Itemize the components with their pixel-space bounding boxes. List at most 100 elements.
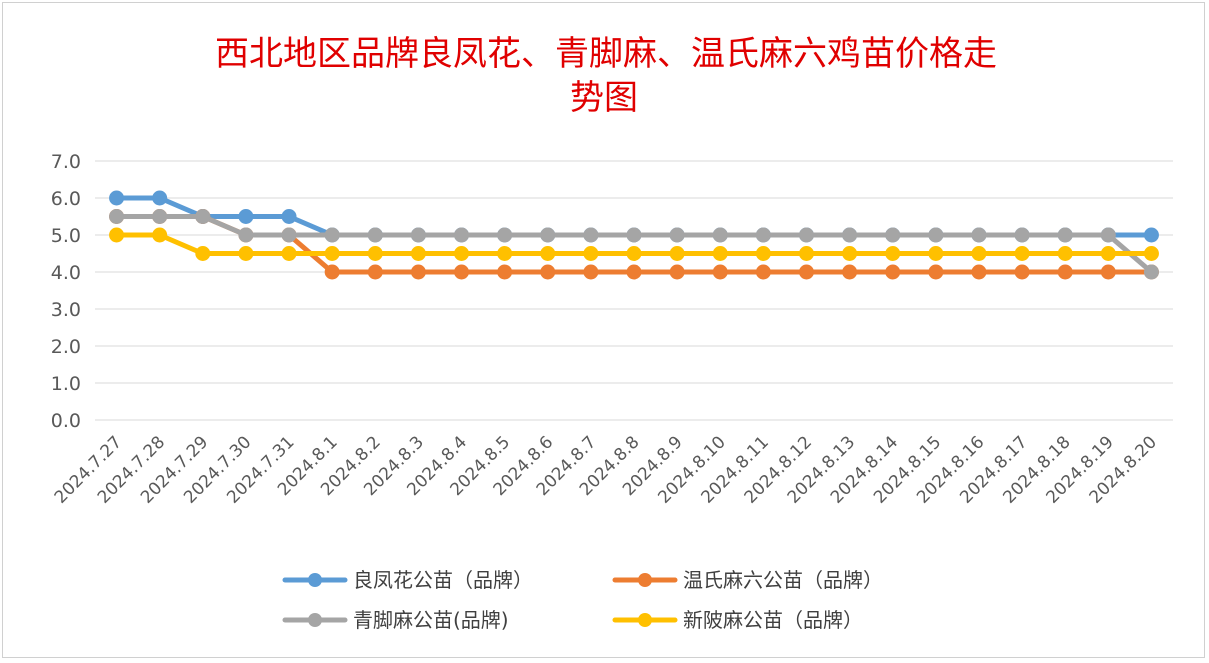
data-point-marker[interactable] <box>583 227 599 243</box>
data-point-marker[interactable] <box>109 190 125 206</box>
y-tick-label: 4.0 <box>51 262 81 284</box>
series-2[interactable] <box>109 209 1159 280</box>
data-point-marker[interactable] <box>669 227 685 243</box>
data-point-marker[interactable] <box>410 264 426 280</box>
data-point-marker[interactable] <box>928 246 944 261</box>
data-point-marker[interactable] <box>367 246 383 261</box>
data-point-marker[interactable] <box>928 264 944 280</box>
data-point-marker[interactable] <box>971 246 987 261</box>
data-point-marker[interactable] <box>842 227 858 243</box>
data-point-marker[interactable] <box>1014 264 1030 280</box>
data-point-marker[interactable] <box>540 264 556 280</box>
data-point-marker[interactable] <box>1100 264 1116 280</box>
data-point-marker[interactable] <box>195 246 211 261</box>
data-point-marker[interactable] <box>281 227 297 243</box>
data-point-marker[interactable] <box>238 227 254 243</box>
legend-label: 温氏麻六公苗（品牌） <box>683 568 883 592</box>
series-1[interactable] <box>109 209 1159 280</box>
data-point-marker[interactable] <box>454 264 470 280</box>
data-point-marker[interactable] <box>1057 227 1073 243</box>
data-point-marker[interactable] <box>152 227 168 243</box>
data-point-marker[interactable] <box>798 264 814 280</box>
data-point-marker[interactable] <box>669 246 685 261</box>
data-point-marker[interactable] <box>583 264 599 280</box>
chart-title-line-2: 势图 <box>570 78 638 118</box>
data-point-marker[interactable] <box>669 264 685 280</box>
legend-item-0[interactable]: 良凤花公苗（品牌） <box>282 568 533 592</box>
data-point-marker[interactable] <box>712 264 728 280</box>
chart-title[interactable]: 西北地区品牌良凤花、青脚麻、温氏麻六鸡苗价格走 势图 <box>215 34 997 118</box>
data-point-marker[interactable] <box>583 246 599 261</box>
data-point-marker[interactable] <box>540 246 556 261</box>
data-point-marker[interactable] <box>626 264 642 280</box>
legend[interactable]: 良凤花公苗（品牌） 温氏麻六公苗（品牌） 青脚麻公苗(品牌) 新陂麻公苗（品牌） <box>282 568 883 632</box>
data-point-marker[interactable] <box>626 246 642 261</box>
data-point-marker[interactable] <box>755 246 771 261</box>
data-point-marker[interactable] <box>497 227 513 243</box>
data-point-marker[interactable] <box>152 209 168 224</box>
data-point-marker[interactable] <box>367 264 383 280</box>
data-point-marker[interactable] <box>971 264 987 280</box>
data-point-marker[interactable] <box>1143 227 1159 243</box>
data-point-marker[interactable] <box>497 264 513 280</box>
legend-swatch-marker <box>308 573 322 587</box>
x-axis-tick-labels: 2024.7.272024.7.282024.7.292024.7.302024… <box>51 432 1161 507</box>
data-point-marker[interactable] <box>281 246 297 261</box>
data-point-marker[interactable] <box>1100 246 1116 261</box>
data-point-marker[interactable] <box>971 227 987 243</box>
data-point-marker[interactable] <box>755 227 771 243</box>
data-point-marker[interactable] <box>842 264 858 280</box>
series-3[interactable] <box>109 227 1159 261</box>
data-point-marker[interactable] <box>152 190 168 206</box>
data-point-marker[interactable] <box>928 227 944 243</box>
y-tick-label: 0.0 <box>51 410 81 432</box>
plot-area-series[interactable] <box>109 190 1159 280</box>
data-point-marker[interactable] <box>1057 264 1073 280</box>
data-point-marker[interactable] <box>281 209 297 224</box>
series-line-1[interactable] <box>114 214 1154 275</box>
data-point-marker[interactable] <box>454 227 470 243</box>
data-point-marker[interactable] <box>712 227 728 243</box>
data-point-marker[interactable] <box>497 246 513 261</box>
data-point-marker[interactable] <box>885 227 901 243</box>
data-point-marker[interactable] <box>410 227 426 243</box>
y-tick-label: 2.0 <box>51 336 81 358</box>
data-point-marker[interactable] <box>798 227 814 243</box>
data-point-marker[interactable] <box>324 227 340 243</box>
data-point-marker[interactable] <box>1057 246 1073 261</box>
data-point-marker[interactable] <box>1143 246 1159 261</box>
legend-item-2[interactable]: 青脚麻公苗(品牌) <box>282 608 509 632</box>
data-point-marker[interactable] <box>109 227 125 243</box>
legend-item-1[interactable]: 温氏麻六公苗（品牌） <box>612 568 883 592</box>
legend-label: 新陂麻公苗（品牌） <box>683 608 863 632</box>
data-point-marker[interactable] <box>1143 264 1159 280</box>
data-point-marker[interactable] <box>885 246 901 261</box>
series-line-2[interactable] <box>114 214 1154 275</box>
y-tick-label: 3.0 <box>51 299 81 321</box>
data-point-marker[interactable] <box>755 264 771 280</box>
legend-swatch-marker <box>308 613 322 627</box>
data-point-marker[interactable] <box>454 246 470 261</box>
y-axis-tick-labels: 0.0 1.0 2.0 3.0 4.0 5.0 6.0 7.0 <box>51 151 81 432</box>
data-point-marker[interactable] <box>324 264 340 280</box>
data-point-marker[interactable] <box>712 246 728 261</box>
data-point-marker[interactable] <box>410 246 426 261</box>
data-point-marker[interactable] <box>626 227 642 243</box>
data-point-marker[interactable] <box>324 246 340 261</box>
data-point-marker[interactable] <box>798 246 814 261</box>
data-point-marker[interactable] <box>238 246 254 261</box>
legend-swatch-marker <box>638 573 652 587</box>
data-point-marker[interactable] <box>1100 227 1116 243</box>
data-point-marker[interactable] <box>1014 227 1030 243</box>
data-point-marker[interactable] <box>238 209 254 224</box>
data-point-marker[interactable] <box>195 209 211 224</box>
data-point-marker[interactable] <box>540 227 556 243</box>
data-point-marker[interactable] <box>367 227 383 243</box>
legend-label: 良凤花公苗（品牌） <box>353 568 533 592</box>
legend-item-3[interactable]: 新陂麻公苗（品牌） <box>612 608 863 632</box>
data-point-marker[interactable] <box>885 264 901 280</box>
data-point-marker[interactable] <box>842 246 858 261</box>
data-point-marker[interactable] <box>109 209 125 224</box>
data-point-marker[interactable] <box>1014 246 1030 261</box>
